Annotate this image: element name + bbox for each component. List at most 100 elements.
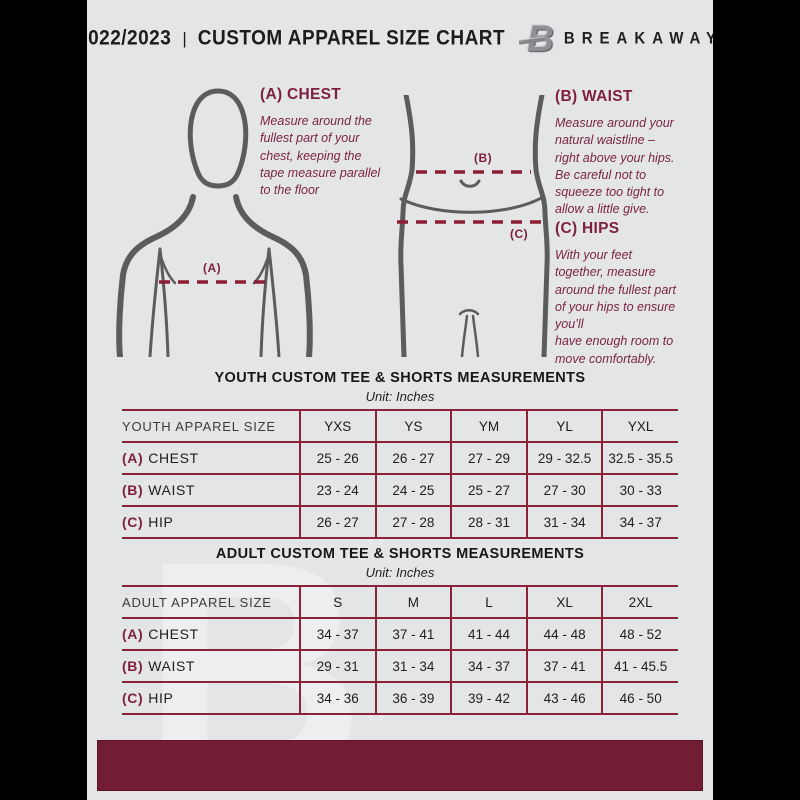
row-prefix: (C): [122, 514, 144, 530]
chest-guide-section: (A) CHEST Measure around the fullest par…: [260, 86, 412, 199]
row-label: WAIST: [148, 482, 196, 498]
cell-value: 34 - 37: [450, 649, 527, 682]
waist-heading: (B) WAIST: [555, 88, 633, 105]
cell-value: 29 - 32.5: [525, 441, 603, 474]
adult-header-row: ADULT APPAREL SIZE S M L XL 2XL: [122, 586, 678, 618]
cell-value: 39 - 42: [450, 681, 527, 714]
hips-guide-section: (C) HIPS With your feet together, measur…: [555, 220, 707, 368]
table-row: (A) CHEST 34 - 37 37 - 41 41 - 44 44 - 48…: [122, 617, 678, 650]
youth-chest-label: (A) CHEST: [122, 441, 300, 474]
adult-waist-label: (B) WAIST: [122, 649, 300, 682]
youth-waist-label: (B) WAIST: [122, 473, 300, 506]
cell-value: 37 - 41: [525, 649, 603, 682]
size-header-2xl: 2XL: [601, 586, 678, 618]
adult-table-title: ADULT CUSTOM TEE & SHORTS MEASUREMENTS: [215, 546, 585, 562]
row-prefix: (B): [122, 658, 144, 674]
cell-value: 27 - 30: [525, 473, 603, 506]
cell-value: 26 - 27: [299, 505, 376, 538]
page-title: CUSTOM APPAREL SIZE CHART: [197, 26, 506, 50]
cell-value: 27 - 28: [374, 505, 452, 538]
cell-value: 23 - 24: [299, 473, 376, 506]
youth-table-title: YOUTH CUSTOM TEE & SHORTS MEASUREMENTS: [214, 370, 586, 386]
size-header-xl: XL: [525, 586, 603, 618]
cell-value: 31 - 34: [374, 649, 452, 682]
youth-size-table: YOUTH APPAREL SIZE YXS YS YM YL YXL (A) C…: [122, 409, 678, 539]
chest-measurement-figure: (A): [112, 85, 317, 357]
chest-line-marker: (A): [203, 261, 222, 275]
size-header-s: S: [299, 586, 376, 618]
row-prefix: (A): [122, 626, 144, 642]
cell-value: 37 - 41: [374, 617, 452, 650]
upper-body-silhouette-icon: [116, 88, 313, 357]
brand-name: BREAKAWAY: [563, 29, 713, 48]
footer-accent-bar: [97, 740, 703, 791]
size-header-yxl: YXL: [601, 410, 678, 442]
cell-value: 27 - 29: [450, 441, 527, 474]
cell-value: 34 - 36: [299, 681, 376, 714]
hips-heading: (C) HIPS: [555, 220, 620, 237]
header-divider: |: [182, 28, 187, 48]
row-prefix: (C): [122, 690, 144, 706]
cell-value: 26 - 27: [374, 441, 452, 474]
brand-logo-group: B BREAKAWAY: [518, 20, 713, 57]
page-header: 2022/2023 | CUSTOM APPAREL SIZE CHART B …: [87, 20, 713, 57]
row-label: HIP: [148, 514, 174, 530]
row-prefix: (A): [122, 450, 144, 466]
table-row: (B) WAIST 23 - 24 24 - 25 25 - 27 27 - 30…: [122, 473, 678, 506]
waist-guide-section: (B) WAIST Measure around your natural wa…: [555, 88, 707, 219]
adult-chest-label: (A) CHEST: [122, 617, 300, 650]
cell-value: 34 - 37: [299, 617, 376, 650]
youth-header-row: YOUTH APPAREL SIZE YXS YS YM YL YXL: [122, 410, 678, 442]
table-row: (A) CHEST 25 - 26 26 - 27 27 - 29 29 - 32…: [122, 441, 678, 474]
size-header-m: M: [374, 586, 452, 618]
table-row: (C) HIP 34 - 36 36 - 39 39 - 42 43 - 46 4…: [122, 681, 678, 714]
cell-value: 29 - 31: [299, 649, 376, 682]
cell-value: 46 - 50: [601, 681, 678, 714]
size-header-yl: YL: [525, 410, 603, 442]
adult-size-column-header: ADULT APPAREL SIZE: [122, 594, 272, 610]
size-header-ys: YS: [374, 410, 452, 442]
waist-hip-measurement-figure: (B) (C): [393, 95, 555, 357]
cell-value: 44 - 48: [525, 617, 603, 650]
size-header-yxs: YXS: [299, 410, 376, 442]
row-prefix: (B): [122, 482, 144, 498]
breakaway-logo-icon: B: [518, 20, 554, 57]
header-title-group: 2022/2023 | CUSTOM APPAREL SIZE CHART: [87, 26, 506, 50]
cell-value: 24 - 25: [374, 473, 452, 506]
row-label: WAIST: [148, 658, 196, 674]
cell-value: 41 - 44: [450, 617, 527, 650]
cell-value: 31 - 34: [525, 505, 603, 538]
chest-heading: (A) CHEST: [260, 86, 342, 103]
torso-silhouette-icon: [397, 95, 550, 357]
hip-line-marker: (C): [510, 227, 529, 241]
size-header-ym: YM: [450, 410, 527, 442]
row-label: CHEST: [148, 450, 199, 466]
table-row: (C) HIP 26 - 27 27 - 28 28 - 31 31 - 34 3…: [122, 505, 678, 538]
adult-hip-label: (C) HIP: [122, 681, 300, 714]
cell-value: 34 - 37: [601, 505, 678, 538]
cell-value: 43 - 46: [525, 681, 603, 714]
season-label: 2022/2023: [87, 26, 172, 50]
cell-value: 41 - 45.5: [601, 649, 678, 682]
chest-description: Measure around the fullest part of your …: [260, 114, 381, 197]
youth-table-unit: Unit: Inches: [365, 389, 435, 404]
adult-table-unit: Unit: Inches: [365, 565, 435, 580]
youth-hip-label: (C) HIP: [122, 505, 300, 538]
hips-description: With your feet together, measure around …: [555, 248, 676, 366]
row-label: CHEST: [148, 626, 199, 642]
cell-value: 32.5 - 35.5: [601, 441, 678, 474]
row-label: HIP: [148, 690, 174, 706]
table-row: (B) WAIST 29 - 31 31 - 34 34 - 37 37 - 41…: [122, 649, 678, 682]
cell-value: 48 - 52: [601, 617, 678, 650]
waist-line-marker: (B): [474, 151, 493, 165]
cell-value: 25 - 27: [450, 473, 527, 506]
cell-value: 28 - 31: [450, 505, 527, 538]
waist-description: Measure around your natural waistline – …: [555, 116, 675, 217]
cell-value: 36 - 39: [374, 681, 452, 714]
youth-size-column-header: YOUTH APPAREL SIZE: [122, 418, 276, 434]
cell-value: 30 - 33: [601, 473, 678, 506]
size-header-l: L: [450, 586, 527, 618]
cell-value: 25 - 26: [299, 441, 376, 474]
size-chart-page: B 2022/2023 | CUSTOM APPAREL SIZE CHART …: [87, 0, 713, 800]
adult-size-table: ADULT APPAREL SIZE S M L XL 2XL (A) CHEST…: [122, 585, 678, 715]
